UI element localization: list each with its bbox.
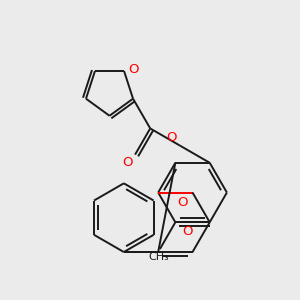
Text: CH₃: CH₃ bbox=[148, 252, 169, 262]
Text: O: O bbox=[122, 156, 133, 169]
Text: O: O bbox=[128, 63, 139, 76]
Text: O: O bbox=[177, 196, 187, 209]
Text: O: O bbox=[182, 225, 193, 238]
Text: O: O bbox=[166, 131, 177, 144]
